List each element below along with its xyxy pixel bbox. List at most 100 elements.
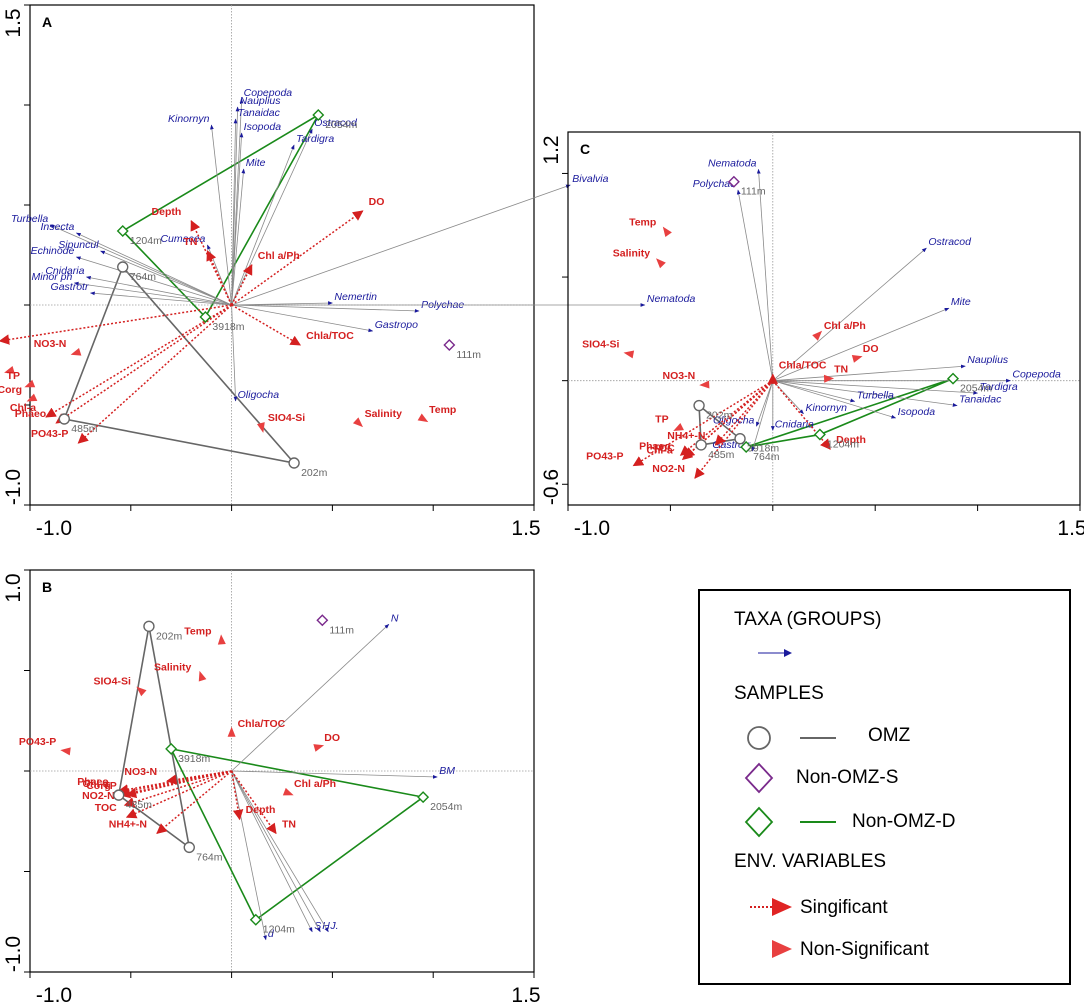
env-arrow-toc [125,770,232,819]
panel-label: A [42,14,52,30]
panel-frame [567,131,1081,506]
taxa-label-isopoda: Isopoda [898,406,936,418]
env-label-depth: Depth [836,434,866,446]
sample-marker-485m [113,789,125,801]
taxa-arrow-gastrotr [90,291,232,306]
taxa-label-nauplius: Nauplius [967,354,1009,366]
taxa-arrow-d [231,770,267,941]
panel-label: C [580,141,590,157]
panel-b: -1.0 1.5 -1.0 1.0 B N BM S H J. d Temp Salinity SIO4-… [2,569,541,1004]
taxa-label-mite: Mite [951,296,971,308]
env-marker-sio4-si [623,350,635,359]
env-label-no3-n: NO3-N [124,766,157,778]
taxa-arrow-nauplius [772,364,966,382]
sample-marker-202m [288,457,300,469]
omz-hull [117,626,191,850]
sample-label-111m: 111m [741,186,766,198]
sample-label-111m: 111m [329,624,354,636]
taxa-label-gastropo: Gastropo [375,319,418,331]
sample-label-764m: 764m [753,451,780,463]
sample-marker-2054m [312,109,325,121]
legend-non-omz-d-icon [744,806,836,838]
taxa-label-nematoda: Nematoda [647,293,696,305]
taxa-arrow-h [231,770,321,933]
env-marker-tn [823,374,835,383]
x-tick-label-max: 1.5 [511,517,540,540]
env-label-tn: TN [834,364,848,376]
env-marker-corg [26,393,38,402]
sample-marker-202m [143,620,155,632]
env-label-po43-p: PO43-P [31,428,68,440]
taxa-arrow-polychae [736,189,774,381]
taxa-arrow-oligocha [756,380,774,427]
env-marker-chl-a-ph [812,330,823,341]
env-marker-no3-n [699,380,710,389]
env-arrow-tn [206,250,233,306]
env-label-toc: TOC [95,802,117,814]
legend-omz-icon [747,726,836,750]
env-label-po43-p: PO43-P [586,451,623,463]
env-marker-salinity [352,417,364,428]
taxa-label-j: J. [329,920,338,932]
y-tick-label-min: -1.0 [2,936,25,972]
taxa-label-oligocha: Oligocha [238,389,280,401]
env-label-no2-n: NO2-N [82,790,115,802]
taxa-arrow-ostracod [231,128,313,306]
non-omz-d-hull [745,377,954,448]
legend-significant-icon [750,898,792,916]
sample-marker-111m [443,339,456,351]
taxa-arrow-tardigra [772,380,979,395]
env-label-temp: Temp [629,216,656,228]
y-tick-label-max: 1.0 [2,573,25,602]
env-arrow-chl-a [45,304,232,418]
taxa-arrow-oligocha [231,304,238,402]
env-label-depth: Depth [152,206,182,218]
env-label-chla-toc: Chla/TOC [306,330,354,342]
x-tick-label-max: 1.5 [1057,517,1084,540]
env-arrow-depth [230,770,244,821]
env-arrow-tp [125,770,232,799]
taxa-label-s: S [314,920,321,932]
sample-label-3918m: 3918m [747,443,779,455]
sample-marker-764m [117,261,129,273]
env-label-no2-n: NO2-N [652,463,685,475]
taxa-arrow-tanaidac [231,118,238,306]
sample-marker-111m [316,614,329,627]
taxa-arrow-gastrotr [751,380,774,452]
env-marker-temp [217,634,226,645]
taxa-label-cnidaria: Cnidaria [45,265,84,277]
sample-marker-202m [693,399,705,412]
env-arrow-nh4-n [0,304,232,345]
sample-marker-2054m [947,372,960,385]
env-label-nh4-n: NH4+-N [109,818,147,830]
sample-marker-3918m [199,311,212,323]
taxa-arrow-turbella [49,224,232,306]
y-tick-label-min: -1.0 [2,469,25,505]
taxa-label-polychae: Polychae [693,178,736,190]
taxa-arrow-nematoda [756,168,774,381]
env-label-chla-toc: Chla/TOC [238,718,286,730]
env-label-no3-n: NO3-N [663,370,696,382]
sample-label-3918m: 3918m [212,321,244,333]
env-marker-no2-n [4,366,15,374]
taxa-label-insecta: Insecta [41,221,75,233]
taxa-label-tardigra: Tardigra [980,381,1018,393]
taxa-arrow-gastropo [231,304,374,333]
taxa-arrow-mite [231,168,246,306]
sample-label-202m: 202m [301,467,328,479]
env-label-tp: TP [655,413,668,425]
taxa-arrow-j [231,770,329,933]
env-label-depth: Depth [246,804,276,816]
taxa-arrow-kinornyn [772,380,804,415]
env-marker-sio4-si [136,686,147,697]
env-arrow-depth [772,380,831,450]
taxa-label-cnidaria: Cnidaria [775,418,814,430]
env-arrow-phaeo [55,304,233,424]
taxa-label-echinode: Echinode [31,245,75,257]
taxa-label-gastrotr: Gastrotr [51,281,89,293]
sample-label-2054m: 2054m [430,801,462,813]
x-tick-label-min: -1.0 [36,984,72,1004]
env-label-chl-a-ph: Chl a/Ph [294,778,336,790]
sample-label-2054m: 2054m [325,119,357,131]
sample-marker-1204m [249,913,262,926]
